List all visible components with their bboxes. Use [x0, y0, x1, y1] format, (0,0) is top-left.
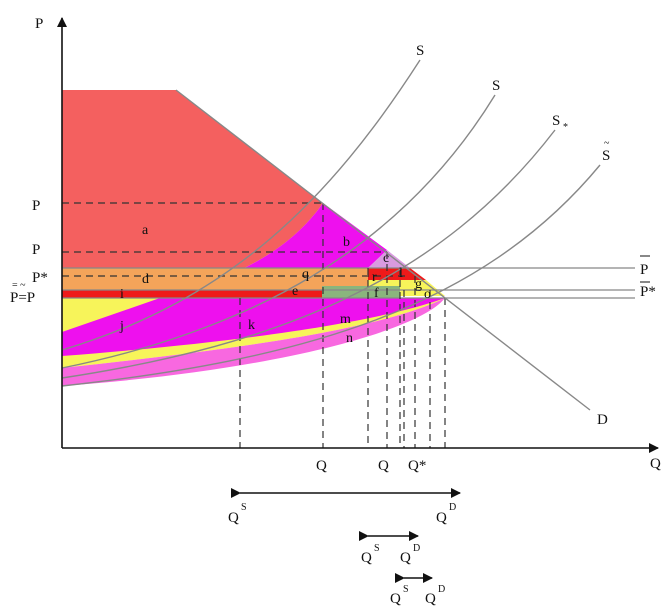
s2-label: S [492, 78, 500, 94]
pink-band-fill [62, 298, 445, 386]
quantity-dashed-lines [239, 203, 446, 448]
arrow1-right-sup: D [449, 502, 456, 513]
region-label-k: k [248, 318, 255, 333]
region-a-fill [62, 90, 323, 320]
p-bar-star-label: P* [640, 284, 656, 300]
s-tilde-mark: ~ [604, 138, 610, 149]
arrow3-left-label: Q [390, 591, 401, 606]
supply-curve-1 [61, 59, 421, 351]
region-label-i: i [120, 287, 124, 302]
region-label-m: m [340, 312, 351, 327]
region-label-r: r [372, 270, 377, 285]
p-star-label: P* [32, 270, 48, 286]
p-tilde-marks: = ~ [12, 280, 26, 291]
region-label-f: f [374, 286, 379, 301]
region-label-d: d [142, 272, 149, 287]
supply-curve-star [61, 129, 556, 379]
s-star-label: S [552, 113, 560, 129]
arrow1-right-label: Q [436, 510, 447, 526]
arrow2-right-label: Q [400, 550, 411, 566]
region-label-o: o [424, 287, 431, 302]
x-axis-label: Q [650, 456, 661, 472]
region-label-e: e [292, 284, 298, 299]
demand-curve [175, 89, 591, 411]
p-tilde-label: P=P [10, 290, 35, 306]
region-label-n: n [346, 331, 353, 346]
region-labels: a b c d q r lg i e f j k mn o [119, 223, 431, 346]
region-label-a: a [142, 223, 149, 238]
arrow3-left-sup: S [403, 584, 409, 595]
supply-curve-2 [61, 94, 496, 369]
arrow2-left-sup: S [374, 543, 380, 554]
region-label-g: g [415, 277, 422, 292]
arrow2-left-label: Q [361, 550, 372, 566]
p-bar-1-label: P [640, 262, 648, 278]
arrow3-right-label: Q [425, 591, 436, 606]
q1-label: Q [316, 458, 327, 474]
red-band-fill [62, 290, 368, 298]
region-label-c: c [383, 251, 389, 266]
region-l-fill [368, 268, 426, 280]
d-label: D [597, 412, 608, 428]
p2-label: P [32, 242, 40, 258]
magenta-band-fill [62, 203, 387, 332]
s1-label: S [416, 43, 424, 59]
p1-label: P [32, 198, 40, 214]
arrow3-right-sup: D [438, 584, 445, 595]
region-f-fill [322, 286, 400, 298]
region-label-b: b [343, 235, 350, 250]
y-axis-label: P [35, 16, 43, 32]
region-label-q: q [302, 267, 309, 282]
supply-curve-tilde [61, 164, 601, 387]
q2-label: Q [378, 458, 389, 474]
orange-band-fill [62, 268, 368, 290]
arrow1-left-sup: S [241, 502, 247, 513]
s-tilde-label: S [602, 148, 610, 164]
s-star-subscript: * [563, 122, 568, 133]
region-label-j: j [119, 319, 124, 334]
region-label-l: l [399, 266, 403, 281]
q-star-label: Q* [408, 458, 426, 474]
arrow1-left-label: Q [228, 510, 239, 526]
arrow2-right-sup: D [413, 543, 420, 554]
